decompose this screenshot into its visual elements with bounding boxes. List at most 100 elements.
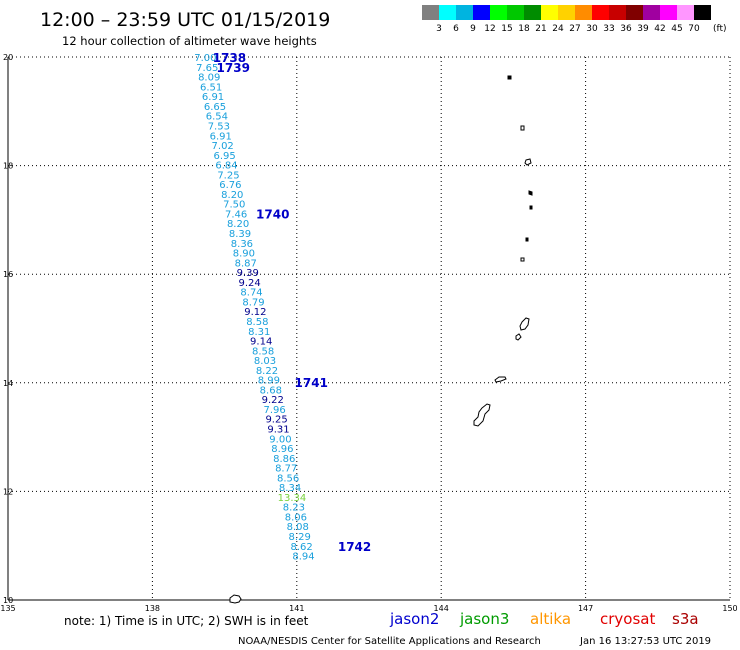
wave-height-value: 9.24 bbox=[238, 278, 260, 289]
wave-height-value: 7.65 bbox=[196, 63, 218, 74]
legend-label: 36 bbox=[620, 24, 632, 34]
island-maug bbox=[520, 125, 525, 131]
island-saipan bbox=[519, 317, 530, 331]
legend-label: 27 bbox=[569, 24, 580, 34]
footer-credit: NOAA/NESDIS Center for Satellite Applica… bbox=[238, 636, 541, 647]
legend-swatch bbox=[456, 5, 473, 20]
wave-height-value: 7.00 bbox=[194, 53, 216, 64]
wave-height-value: 6.95 bbox=[213, 151, 235, 162]
wave-height-value: 9.14 bbox=[250, 337, 272, 348]
altimeter-track: 7.007.658.096.516.916.656.547.536.917.02… bbox=[194, 53, 314, 562]
satellite-name: altika bbox=[530, 610, 571, 628]
wave-height-value: 8.56 bbox=[277, 473, 299, 484]
wave-height-value: 8.74 bbox=[240, 288, 262, 299]
legend-swatch bbox=[490, 5, 507, 20]
satellite-name: s3a bbox=[672, 610, 699, 628]
wave-height-value: 9.00 bbox=[269, 434, 291, 445]
wave-height-value: 8.06 bbox=[285, 512, 307, 523]
wave-height-value: 8.08 bbox=[287, 522, 309, 533]
lon-tick-label: 144 bbox=[434, 604, 449, 613]
wave-height-value: 8.86 bbox=[273, 454, 295, 465]
legend-swatch bbox=[575, 5, 592, 20]
wave-height-value: 8.62 bbox=[290, 542, 312, 553]
legend-swatch bbox=[660, 5, 677, 20]
legend-label: 30 bbox=[586, 24, 598, 34]
pass-time-label: 1738 bbox=[213, 51, 246, 65]
wave-height-value: 13.34 bbox=[278, 493, 307, 504]
lat-tick-label: 18 bbox=[3, 162, 13, 171]
wave-height-value: 8.22 bbox=[256, 366, 278, 377]
lat-tick-label: 16 bbox=[3, 270, 13, 279]
wave-height-value: 6.65 bbox=[204, 102, 226, 113]
wave-height-value: 8.36 bbox=[231, 239, 253, 250]
wave-height-value: 8.34 bbox=[279, 483, 301, 494]
wave-height-value: 8.20 bbox=[221, 190, 243, 201]
wave-height-value: 9.31 bbox=[267, 424, 289, 435]
legend-swatch bbox=[609, 5, 626, 20]
wave-height-value: 6.51 bbox=[200, 82, 222, 93]
wave-height-value: 7.02 bbox=[212, 141, 234, 152]
legend-swatch bbox=[558, 5, 575, 20]
axis-labels: 135 138 141 144 147 150 10 12 14 16 18 20 bbox=[0, 53, 737, 613]
legend-unit: (ft) bbox=[713, 24, 727, 34]
island-rota bbox=[494, 376, 507, 383]
wave-height-value: 8.09 bbox=[198, 73, 220, 84]
wave-height-value: 8.77 bbox=[275, 464, 297, 475]
wave-height-value: 8.99 bbox=[258, 376, 280, 387]
legend-swatch bbox=[422, 5, 439, 20]
wave-height-value: 8.58 bbox=[246, 317, 268, 328]
island-guguan bbox=[525, 237, 529, 242]
wave-height-value: 6.84 bbox=[215, 161, 237, 172]
pass-time-label: 1742 bbox=[338, 540, 371, 554]
pass-time-label: 1741 bbox=[295, 376, 328, 390]
wave-height-value: 9.39 bbox=[237, 268, 259, 279]
lat-tick-label: 10 bbox=[3, 596, 13, 605]
legend-swatch bbox=[626, 5, 643, 20]
lon-tick-label: 147 bbox=[578, 604, 593, 613]
footer-note: note: 1) Time is in UTC; 2) SWH is in fe… bbox=[64, 614, 309, 628]
wave-height-value: 8.20 bbox=[227, 219, 249, 230]
footer-timestamp: Jan 16 13:27:53 UTC 2019 bbox=[579, 636, 711, 647]
wave-height-value: 8.68 bbox=[260, 385, 282, 396]
lat-tick-label: 20 bbox=[3, 53, 13, 62]
island-tinian bbox=[515, 333, 522, 341]
wave-height-value: 8.94 bbox=[292, 552, 314, 563]
wave-height-value: 7.53 bbox=[208, 122, 230, 133]
wave-height-value: 6.54 bbox=[206, 112, 228, 123]
wave-height-value: 7.96 bbox=[264, 405, 286, 416]
legend-label: 6 bbox=[453, 24, 459, 34]
legend-swatch bbox=[524, 5, 541, 20]
legend-swatch bbox=[643, 5, 660, 20]
wave-height-value: 6.91 bbox=[202, 92, 224, 103]
wave-height-value: 6.76 bbox=[219, 180, 241, 191]
wave-height-value: 9.25 bbox=[265, 415, 287, 426]
wave-height-value: 8.96 bbox=[271, 444, 293, 455]
lon-tick-label: 141 bbox=[289, 604, 304, 613]
lon-tick-label: 138 bbox=[145, 604, 160, 613]
legend-label: 3 bbox=[436, 24, 442, 34]
satellite-legend: jason2 jason3 altika cryosat s3a bbox=[389, 610, 699, 628]
legend-label: 18 bbox=[518, 24, 530, 34]
wave-height-value: 9.22 bbox=[262, 395, 284, 406]
wave-height-value: 8.90 bbox=[233, 249, 255, 260]
island-sarigan bbox=[520, 257, 525, 262]
map-grid bbox=[7, 56, 731, 601]
legend-label: 24 bbox=[552, 24, 564, 34]
color-legend: 3 6 9 12 15 18 21 24 27 30 33 36 39 42 45 70 (ft) bbox=[422, 5, 727, 34]
lat-tick-label: 12 bbox=[3, 487, 13, 496]
island-farallon bbox=[507, 75, 512, 80]
lon-tick-label: 150 bbox=[722, 604, 737, 613]
wave-height-value: 8.03 bbox=[254, 356, 276, 367]
wave-height-value: 8.23 bbox=[283, 503, 305, 514]
legend-swatch bbox=[541, 5, 558, 20]
legend-label: 45 bbox=[671, 24, 682, 34]
wave-height-value: 7.50 bbox=[223, 200, 245, 211]
wave-height-value: 8.29 bbox=[289, 532, 311, 543]
island-pagan bbox=[528, 190, 533, 196]
wave-height-value: 8.87 bbox=[235, 258, 257, 269]
island-alamagan bbox=[529, 205, 533, 210]
island-guam bbox=[473, 403, 491, 427]
page-subtitle: 12 hour collection of altimeter wave hei… bbox=[62, 34, 317, 48]
wave-height-value: 8.39 bbox=[229, 229, 251, 240]
